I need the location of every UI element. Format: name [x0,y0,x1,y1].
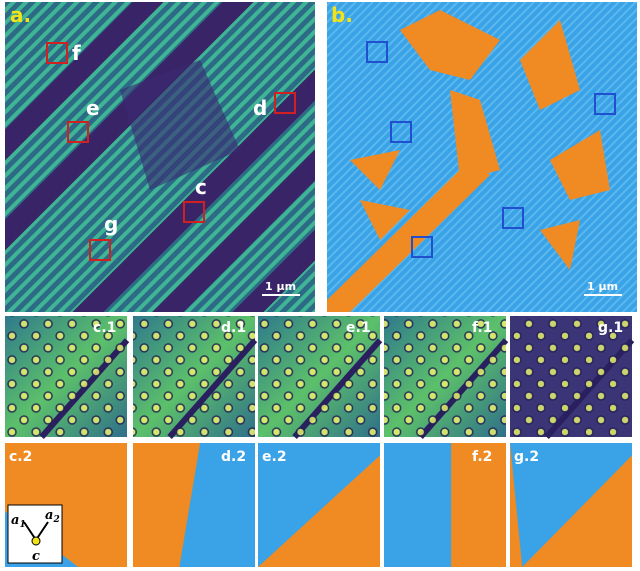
axis-label: c [32,549,40,564]
axis-label-base: a [11,513,19,528]
scale-label: 1 μm [265,280,296,293]
panel-label: a. [10,3,31,27]
tile-label: g.2 [514,449,539,465]
domain-region [179,443,255,567]
axis-label-index: 1 [19,520,25,530]
axis-label: a1 [11,513,26,530]
region-box [67,121,89,143]
tile-label: c.2 [9,449,32,465]
scale-label: 1 μm [587,280,618,293]
region-box [274,92,296,114]
axes-inset [7,504,63,564]
atom-columns [510,316,632,437]
atom-columns [5,316,127,437]
region-label: e [86,96,100,120]
region-box [366,41,388,63]
atom-columns [133,316,255,437]
domain-region [258,443,380,567]
tile-label: d.1 [221,320,246,336]
domain-region [510,443,632,567]
atom-columns [384,316,506,437]
axis-label-base: a [45,508,53,523]
tile-label: g.1 [598,320,623,336]
axis-origin [31,536,41,546]
region-box [502,207,524,229]
panel-b-image [327,2,637,312]
region-box [411,236,433,258]
tile-label: e.1 [346,320,371,336]
region-box [594,93,616,115]
region-box [46,42,68,64]
tile-label: c.1 [93,320,116,336]
region-label: c [195,175,207,199]
region-label: f [72,41,81,65]
domain-region [384,443,452,567]
region-label: d [253,96,267,120]
axis-label-index: 2 [52,515,59,525]
atom-columns [258,316,380,437]
panel-a-image [5,2,315,312]
axis-label: a2 [45,508,60,525]
tile-label: d.2 [221,449,246,465]
panel-label: b. [331,3,353,27]
region-label: g [104,212,118,236]
tile-label: f.1 [472,320,492,336]
region-box [89,239,111,261]
region-box [390,121,412,143]
region-box [183,201,205,223]
tile-label: f.2 [472,449,492,465]
tile-label: e.2 [262,449,287,465]
